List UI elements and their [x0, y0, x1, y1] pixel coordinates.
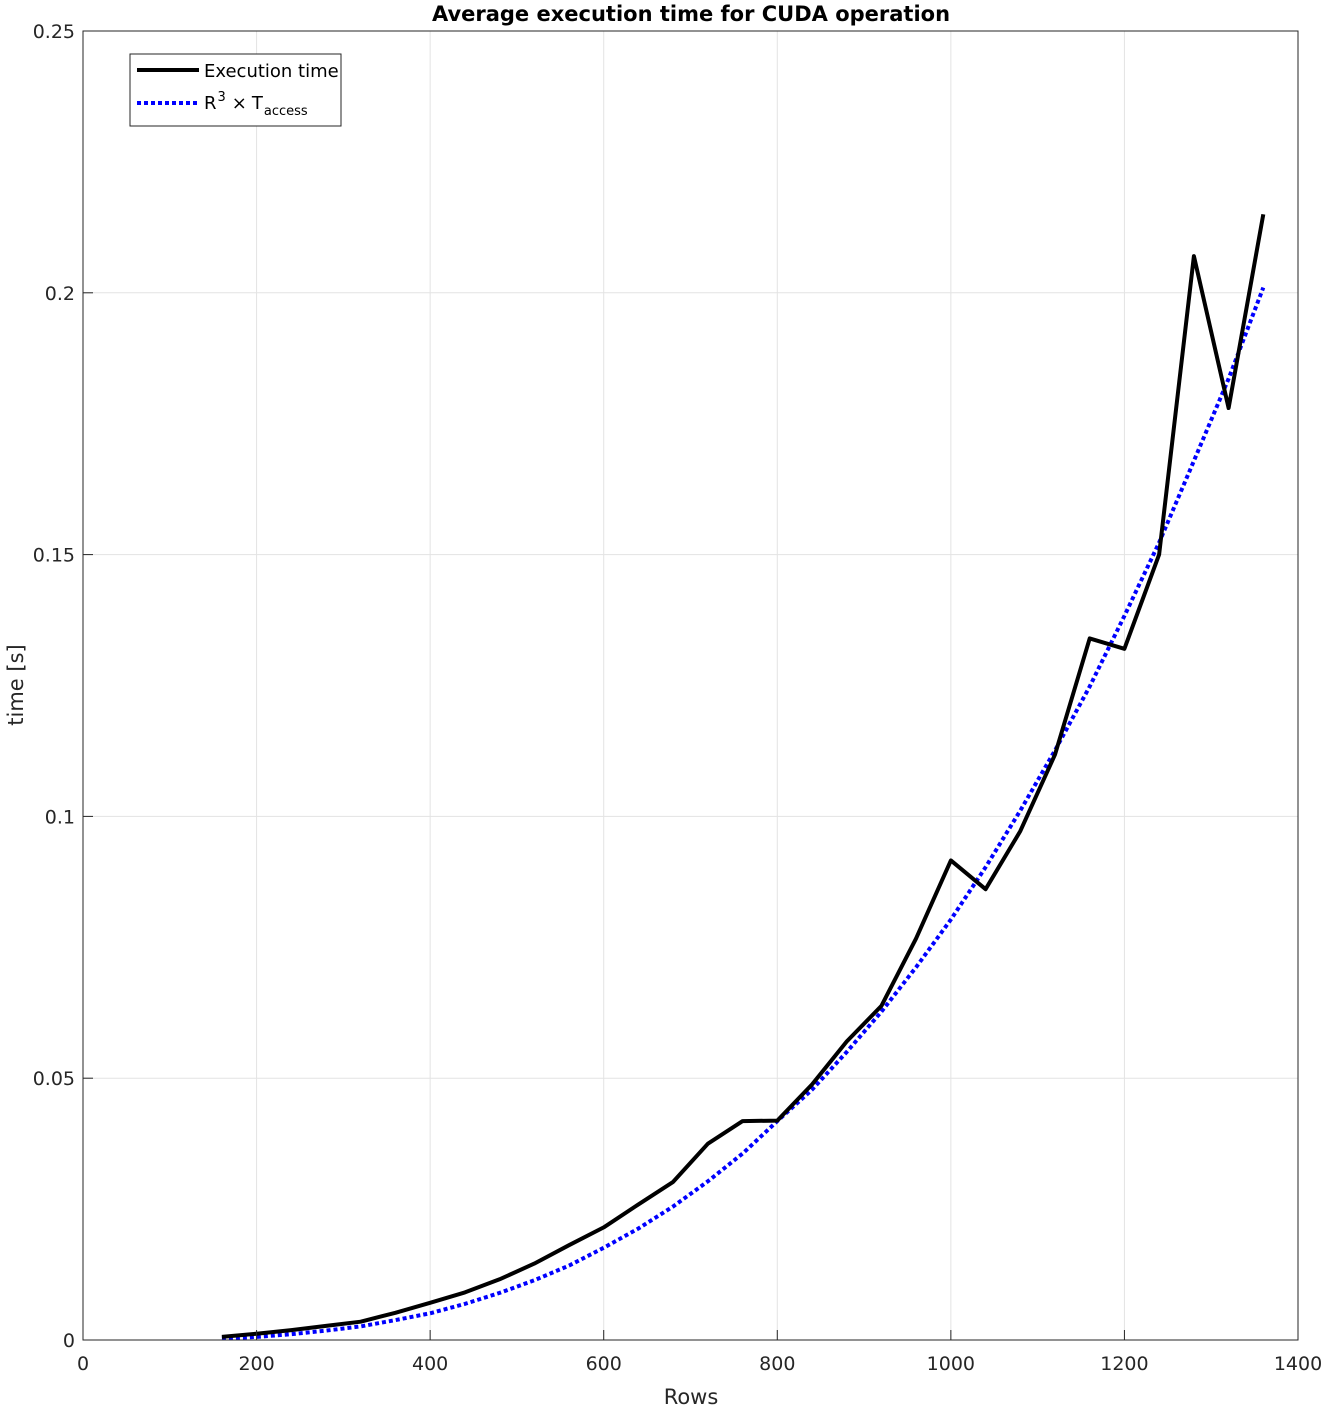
- x-tick-label: 200: [238, 1353, 274, 1375]
- y-tick-label: 0.05: [33, 1068, 75, 1090]
- x-tick-label: 0: [77, 1353, 89, 1375]
- x-tick-label: 400: [412, 1353, 448, 1375]
- y-tick-label: 0.15: [33, 545, 75, 567]
- r3-taccess-fit-line: [221, 286, 1266, 1341]
- legend: Execution time R3 × Taccess: [129, 53, 342, 127]
- x-tick-label: 600: [586, 1353, 622, 1375]
- y-axis-label: time [s]: [4, 644, 28, 725]
- plot-area: [83, 31, 1298, 1340]
- ticks: 0 200 400 600 800 1000 1200 1400 0 0.05 0.1 0.15 0.2…: [33, 21, 1322, 1375]
- x-axis-label: Rows: [664, 1385, 719, 1409]
- y-tick-label: 0.25: [33, 21, 75, 43]
- axes-box: [82, 30, 1299, 1341]
- series-group: [221, 213, 1266, 1341]
- legend-box: [129, 53, 342, 127]
- x-tick-label: 1000: [927, 1353, 975, 1375]
- y-tick-label: 0: [63, 1330, 75, 1352]
- y-tick-label: 0.1: [45, 806, 75, 828]
- execution-time-line: [221, 213, 1266, 1339]
- legend-label-r3-taccess: R3 × Taccess: [204, 90, 308, 119]
- chart-title: Average execution time for CUDA operatio…: [432, 2, 950, 26]
- legend-label-execution-time: Execution time: [204, 61, 339, 82]
- y-tick-label: 0.2: [45, 283, 75, 305]
- x-tick-label: 1400: [1274, 1353, 1322, 1375]
- x-tick-label: 800: [759, 1353, 795, 1375]
- x-tick-label: 1200: [1100, 1353, 1148, 1375]
